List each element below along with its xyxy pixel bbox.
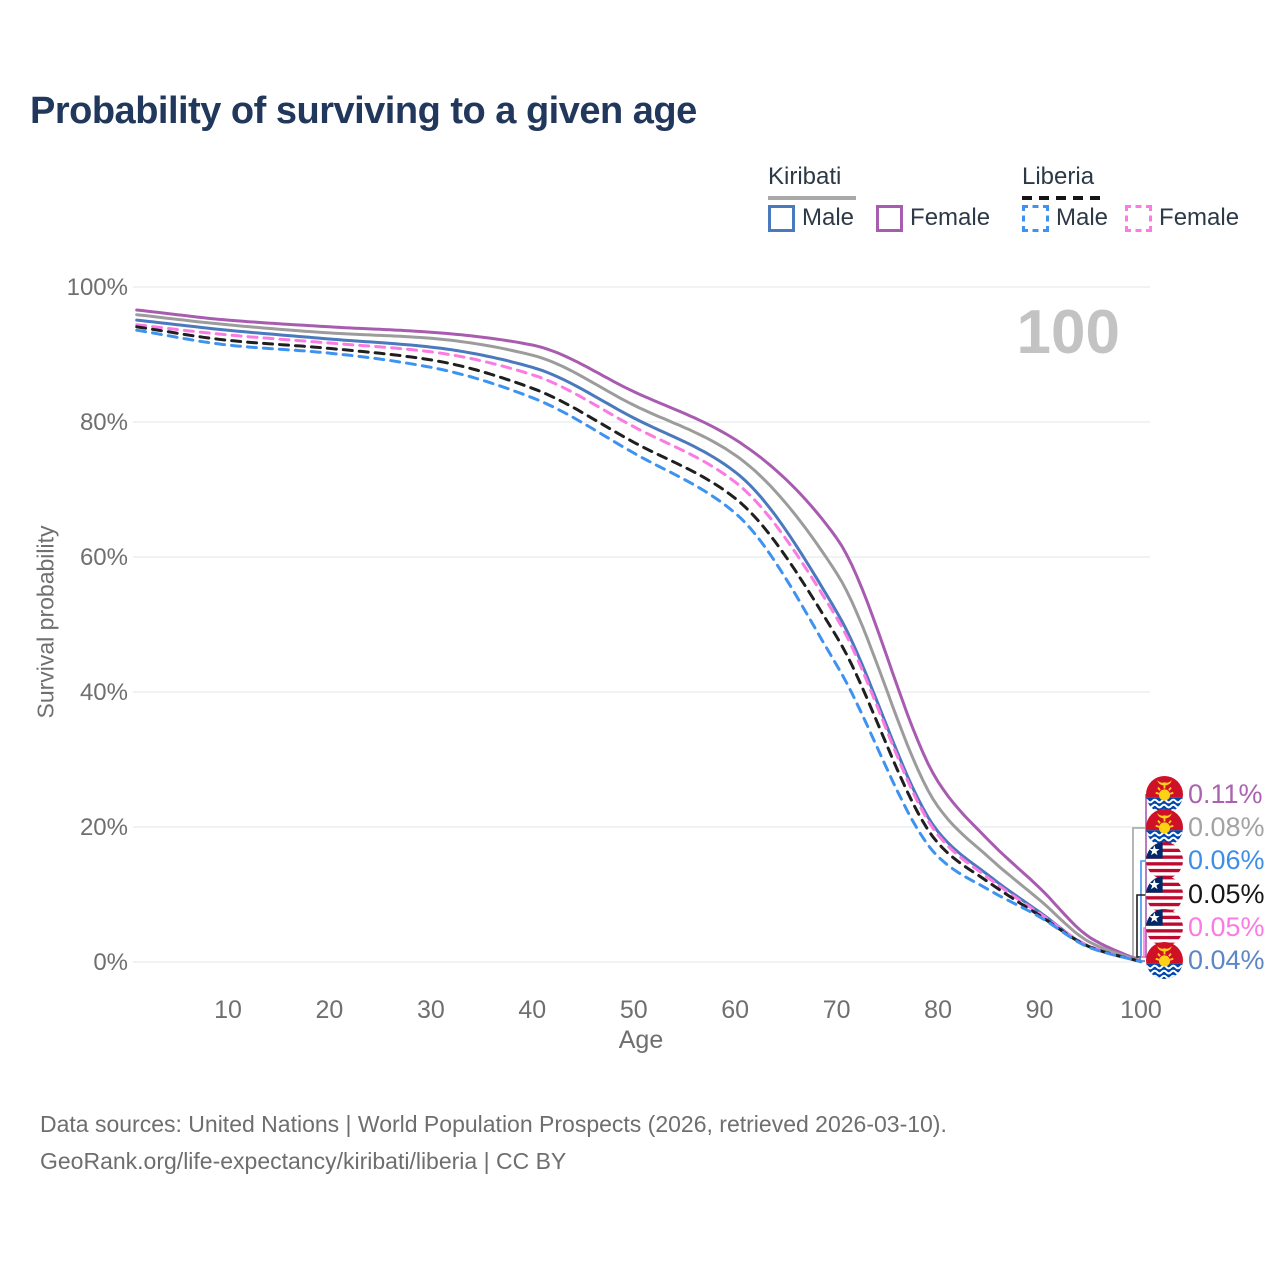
- y-tick-label: 60%: [80, 544, 128, 571]
- kiribati-flag-icon: [1146, 809, 1183, 846]
- end-label-leader-line: [1140, 860, 1145, 957]
- x-tick-label: 70: [823, 996, 851, 1024]
- kiribati-male-swatch-icon: [768, 204, 795, 232]
- end-value-label: 0.08%: [1188, 812, 1265, 842]
- kiribati-flag-icon: [1146, 942, 1183, 979]
- x-tick-label: 40: [518, 996, 546, 1024]
- series-line-kiribati-female[interactable]: [135, 308, 1143, 963]
- liberia-female-swatch-icon: [1125, 204, 1153, 232]
- legend-item-label: Female: [910, 204, 991, 231]
- end-label-row: 0.05%: [1146, 876, 1265, 913]
- legend-items-kiribati: Male Female: [768, 204, 990, 232]
- end-value-label: 0.05%: [1188, 912, 1265, 942]
- liberia-male-swatch-icon: [1022, 204, 1049, 232]
- end-value-label: 0.06%: [1188, 845, 1265, 875]
- legend-group-title: Kiribati: [768, 163, 842, 190]
- x-tick-label: 80: [924, 996, 952, 1024]
- age-watermark: 100: [1016, 298, 1120, 367]
- x-tick-label: 20: [316, 996, 344, 1024]
- end-label-row: 0.08%: [1146, 809, 1265, 846]
- footer-sources-line: Data sources: United Nations | World Pop…: [40, 1111, 947, 1137]
- y-tick-label: 20%: [80, 814, 128, 841]
- page-title: Probability of surviving to a given age: [30, 90, 697, 132]
- legend-item-liberia-male[interactable]: Male: [1022, 204, 1108, 232]
- legend-group-liberia: Liberia: [1022, 163, 1102, 200]
- end-label-row: 0.05%: [1146, 909, 1265, 946]
- kiribati-flag-icon: [1146, 776, 1183, 813]
- x-tick-label: 50: [620, 996, 648, 1024]
- legend-item-kiribati-female[interactable]: Female: [876, 204, 990, 232]
- y-tick-label: 40%: [80, 679, 128, 706]
- series-line-liberia-both-sexes[interactable]: [135, 325, 1143, 964]
- series-line-liberia-female[interactable]: [135, 323, 1143, 964]
- liberia-dashed-line-sample: [1022, 196, 1102, 200]
- y-tick-label: 0%: [93, 949, 128, 976]
- liberia-flag-icon: [1146, 909, 1183, 946]
- end-label-row: 0.04%: [1146, 942, 1265, 979]
- end-label-leader-line: [1139, 956, 1145, 962]
- end-value-label: 0.11%: [1188, 779, 1263, 809]
- series-line-liberia-male[interactable]: [135, 328, 1143, 964]
- legend-items-liberia: Male Female: [1022, 204, 1239, 232]
- footer: Data sources: United Nations | World Pop…: [40, 1106, 947, 1180]
- footer-attribution-line: GeoRank.org/life-expectancy/kiribati/lib…: [40, 1148, 567, 1174]
- end-label-leader-line: [1141, 927, 1145, 958]
- y-tick-label: 100%: [67, 274, 128, 301]
- kiribati-female-swatch-icon: [876, 204, 904, 232]
- legend-item-kiribati-male[interactable]: Male: [768, 204, 854, 232]
- end-label-row: 0.06%: [1146, 842, 1265, 879]
- y-tick-label: 80%: [80, 409, 128, 436]
- x-tick-label: 60: [721, 996, 749, 1024]
- x-tick-label: 10: [214, 996, 242, 1024]
- x-tick-label: 90: [1026, 996, 1054, 1024]
- x-tick-label: 100: [1120, 996, 1162, 1024]
- legend-item-label: Female: [1159, 204, 1240, 231]
- end-value-label: 0.05%: [1188, 879, 1265, 909]
- legend-item-liberia-female[interactable]: Female: [1125, 204, 1239, 232]
- liberia-flag-icon: [1146, 842, 1183, 879]
- end-label-leader-line: [1136, 894, 1145, 958]
- series-line-kiribati-male[interactable]: [135, 318, 1143, 964]
- liberia-flag-icon: [1146, 876, 1183, 913]
- y-axis-title: Survival probability: [32, 525, 59, 719]
- end-value-label: 0.04%: [1188, 945, 1265, 975]
- legend-group-title: Liberia: [1022, 163, 1095, 190]
- kiribati-solid-line-sample: [768, 196, 856, 200]
- x-tick-label: 30: [417, 996, 445, 1024]
- legend-item-label: Male: [1056, 204, 1109, 231]
- x-axis-title: Age: [618, 1026, 664, 1054]
- legend-group-kiribati: Kiribati: [768, 163, 856, 200]
- legend-item-label: Male: [802, 204, 855, 231]
- series-line-kiribati-both-sexes[interactable]: [135, 313, 1143, 963]
- end-label-row: 0.11%: [1146, 776, 1263, 813]
